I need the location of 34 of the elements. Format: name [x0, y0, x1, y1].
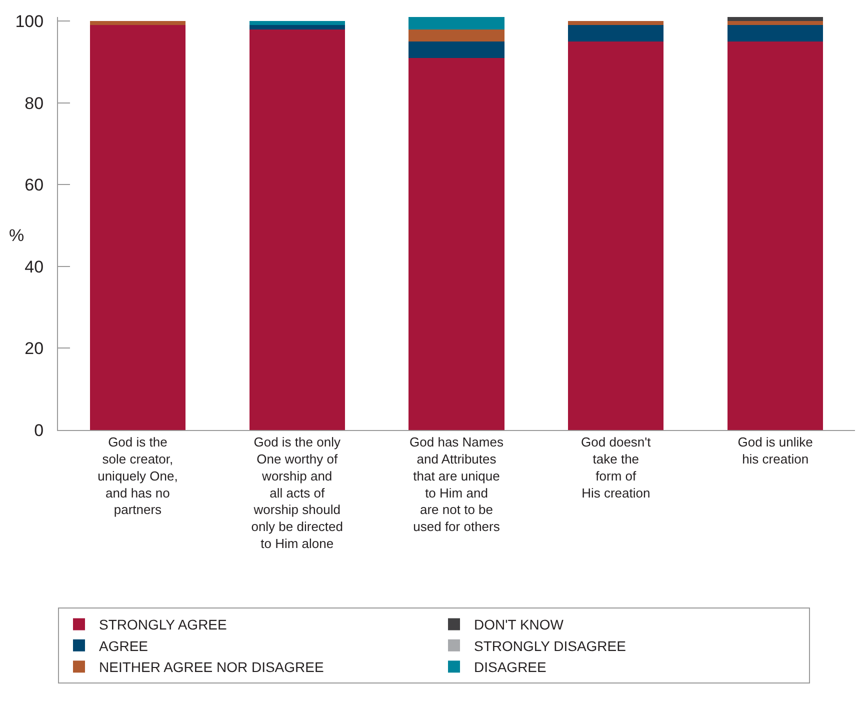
y-tick-label: 80 — [24, 94, 44, 113]
bar — [249, 25, 345, 30]
bar — [727, 21, 824, 26]
y-tick-label: 40 — [24, 257, 44, 276]
y-tick-label: 100 — [15, 12, 44, 32]
x-tick-label: God is the only One worthy of worship and all acts of worship should only be directed to Him alone — [251, 434, 343, 551]
bar — [90, 25, 186, 430]
bar — [727, 17, 824, 22]
x-tick-label: God has Names and Attributes that are unique to Him and are not to be used for others — [410, 434, 504, 534]
bar — [408, 42, 504, 58]
legend-label: STRONGLY AGREE — [99, 616, 227, 633]
legend-label: DISAGREE — [474, 659, 546, 676]
y-axis-title: % — [9, 226, 24, 245]
y-tick-label: 60 — [24, 176, 44, 195]
bar — [727, 42, 824, 430]
bar — [568, 25, 664, 42]
legend-label: STRONGLY DISAGREE — [474, 638, 626, 654]
bar — [568, 42, 664, 430]
y-tick-label: 0 — [34, 420, 44, 440]
bar — [568, 21, 664, 26]
x-tick-label: God is the sole creator, uniquely One, and has no partners — [98, 434, 178, 518]
bar — [408, 58, 504, 430]
y-tick-label: 20 — [24, 339, 44, 358]
legend-label: NEITHER AGREE NOR DISAGREE — [99, 659, 324, 676]
legend-label: DON'T KNOW — [474, 616, 564, 633]
bar — [90, 21, 186, 26]
bar — [727, 25, 824, 42]
bar — [249, 21, 345, 26]
x-tick-label: God is unlike his creation — [738, 434, 813, 466]
legend-label: AGREE — [99, 638, 148, 654]
bar — [408, 17, 504, 30]
bar — [408, 29, 504, 42]
bar — [249, 29, 345, 430]
x-tick-label: God doesn't take the form of His creation — [581, 434, 652, 500]
